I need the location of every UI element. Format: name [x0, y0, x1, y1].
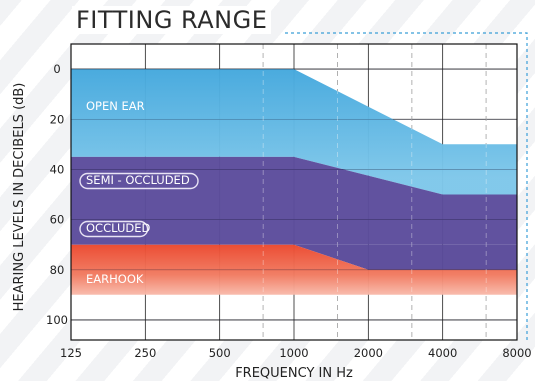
plot-border	[70, 43, 518, 341]
x-tick-label: 500	[209, 346, 231, 360]
frame-dashed	[285, 32, 528, 340]
label-open-ear: OPEN EAR	[86, 99, 145, 113]
band-occluded	[71, 244, 517, 270]
label-occluded-pill	[79, 220, 149, 238]
label-semi-occluded-pill	[79, 172, 199, 190]
band-open-ear	[71, 69, 517, 195]
y-tick-label: 60	[50, 213, 65, 227]
label-semi-occluded-group: SEMI - OCCLUDED	[79, 172, 199, 190]
band-semi-occluded	[71, 156, 517, 245]
chart-title: FITTING RANGE	[72, 6, 272, 34]
x-tick-label: 2000	[354, 346, 383, 360]
x-tick-label: 8000	[502, 346, 531, 360]
label-earhook-group: EARHOOK	[86, 272, 144, 286]
label-earhook: EARHOOK	[86, 272, 144, 286]
y-tick-label: 100	[46, 313, 68, 327]
band-earhook	[71, 244, 517, 295]
label-occluded-group: OCCLUDED	[79, 220, 150, 238]
x-tick-label: 4000	[428, 346, 457, 360]
y-tick-label: 20	[50, 112, 65, 126]
y-axis-label: HEARING LEVELS IN DECIBELS (dB)	[12, 83, 27, 312]
y-tick-label: 40	[50, 162, 65, 176]
x-tick-label: 1000	[279, 346, 308, 360]
label-occluded: OCCLUDED	[86, 221, 150, 235]
y-tick-label: 0	[53, 62, 60, 76]
label-semi-occluded: SEMI - OCCLUDED	[86, 173, 190, 187]
x-tick-label: 250	[134, 346, 156, 360]
x-tick-label: 125	[60, 346, 82, 360]
x-axis-label: FREQUENCY IN Hz	[235, 366, 353, 381]
y-tick-label: 80	[50, 263, 65, 277]
label-open-ear-group: OPEN EAR	[86, 99, 145, 113]
